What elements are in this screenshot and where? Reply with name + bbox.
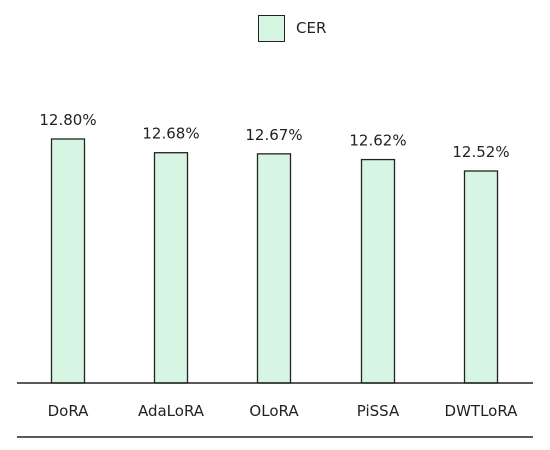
- x-tick-label-olora: OLoRA: [249, 402, 299, 420]
- legend-swatch-cer: [258, 15, 285, 42]
- bar-dora: [50, 138, 86, 384]
- x-tick-label-pissa: PiSSA: [357, 402, 400, 420]
- bar-adalora: [153, 152, 189, 384]
- data-label-dwtlora: 12.52%: [452, 143, 509, 161]
- data-label-dora: 12.80%: [39, 111, 96, 129]
- bar-olora: [256, 153, 292, 384]
- x-tick-label-dwtlora: DWTLoRA: [445, 402, 519, 420]
- data-label-adalora: 12.68%: [142, 125, 199, 143]
- x-tick-label-adalora: AdaLoRA: [138, 402, 205, 420]
- bar-pissa: [360, 158, 396, 384]
- data-label-pissa: 12.62%: [349, 132, 406, 150]
- x-tick-label-dora: DoRA: [48, 402, 90, 420]
- bar-dwtlora: [463, 170, 499, 384]
- data-label-olora: 12.67%: [245, 126, 302, 144]
- legend-label-cer: CER: [296, 19, 327, 37]
